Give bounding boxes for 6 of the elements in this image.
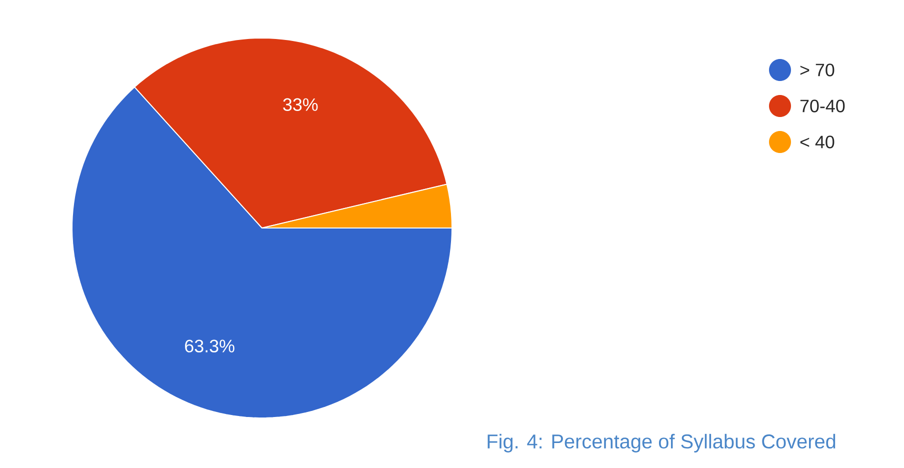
legend-label: > 70: [800, 64, 834, 76]
data-label: 63.3%: [185, 340, 234, 352]
data-label: 33%: [283, 98, 318, 111]
legend-label: < 40: [800, 136, 834, 148]
legend-label: 70-40: [800, 100, 845, 112]
caption: Fig. 4: Percentage of Syllabus Covered: [488, 434, 836, 452]
